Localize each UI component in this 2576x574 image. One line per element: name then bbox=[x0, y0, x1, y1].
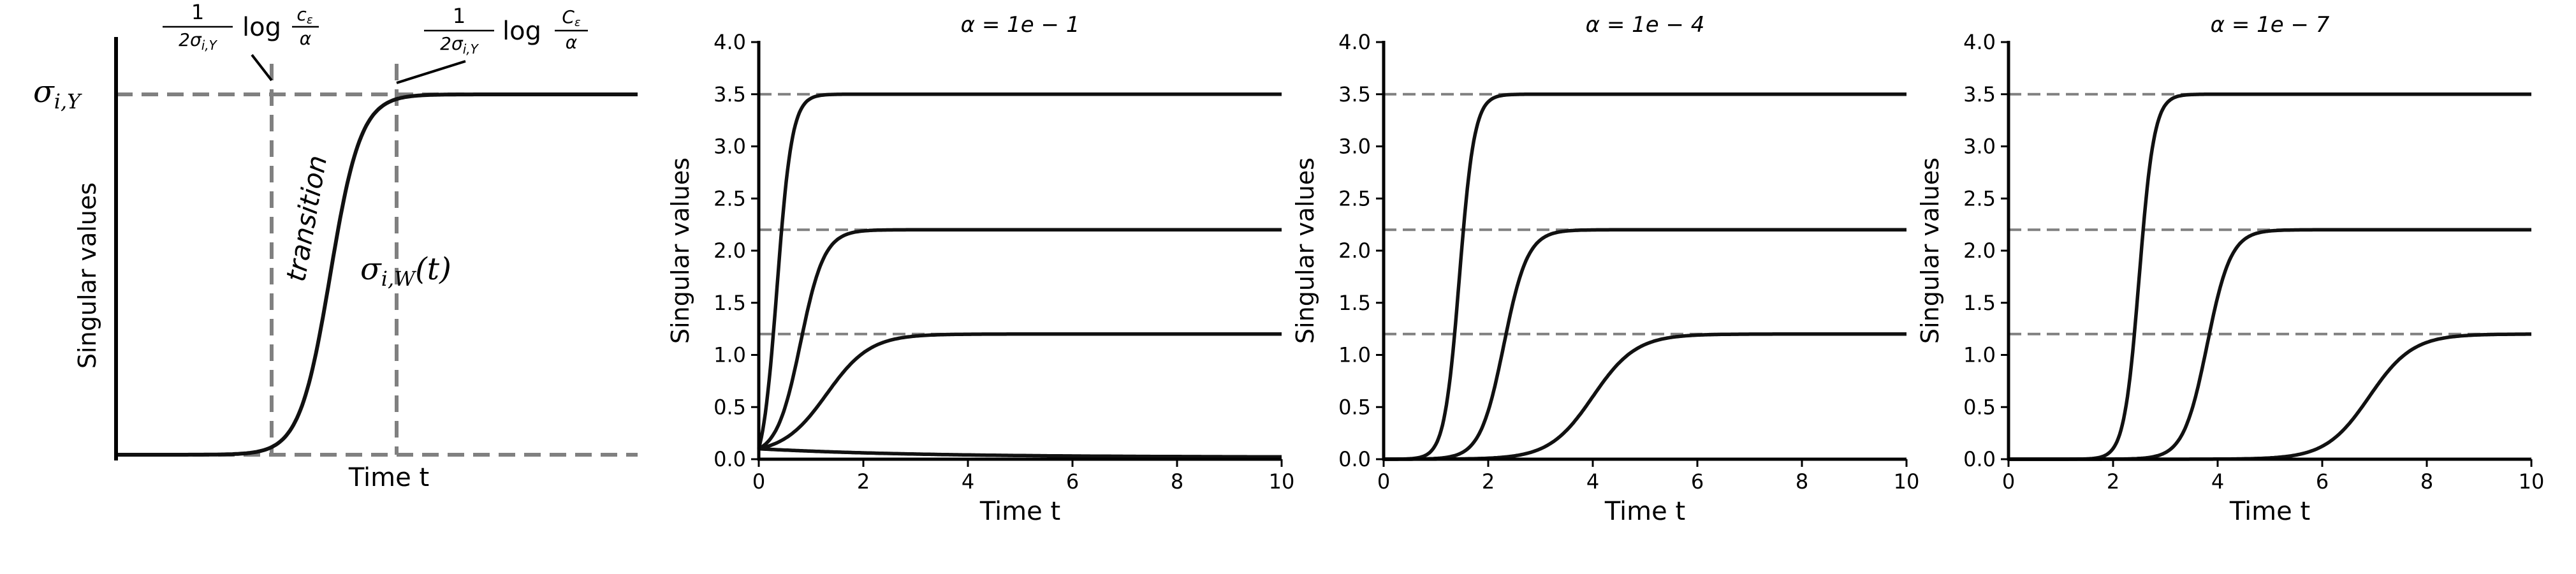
alpha-panel-2: α = 1e − 4 0 2 4 6 8 10 0.0 0.5 1.0 1.5 2.0 2.5 3.0 3.… bbox=[1291, 12, 1919, 526]
panel2-x-tick-label: 10 bbox=[1269, 469, 1295, 494]
panel4-curve-3 bbox=[2009, 332, 2531, 461]
panel4-y-tick-label: 4.0 bbox=[1963, 30, 1996, 54]
panel4-x-tick-label: 10 bbox=[2519, 469, 2545, 494]
panel4-title: α = 1e − 7 bbox=[2211, 12, 2330, 38]
right-leader-line bbox=[396, 60, 466, 84]
panel3-y-tick-label: 0.5 bbox=[1338, 395, 1371, 419]
panel4-y-tick-label: 0.0 bbox=[1963, 447, 1996, 471]
panel3-y-tick-label: 2.0 bbox=[1338, 239, 1371, 263]
panel3-y-tick-label: 3.5 bbox=[1338, 82, 1371, 107]
panel3-x-tick-label: 2 bbox=[1482, 469, 1495, 494]
panel4-y-tick-label: 2.0 bbox=[1963, 239, 1996, 263]
panel3-xlabel: Time t bbox=[1604, 497, 1685, 526]
panel2-x-tick-label: 6 bbox=[1066, 469, 1079, 494]
panel2-curve-3 bbox=[758, 332, 1282, 451]
svg-text:2σi,Y: 2σi,Y bbox=[179, 29, 217, 53]
svg-text:cε: cε bbox=[296, 4, 312, 27]
panel4-x-tick-label: 4 bbox=[2211, 469, 2224, 494]
panel2-title: α = 1e − 1 bbox=[961, 12, 1080, 38]
panel3-curve-1 bbox=[1384, 92, 1906, 461]
panel2-y-tick-label: 1.0 bbox=[714, 343, 746, 367]
panel2-x-tick-label: 4 bbox=[962, 469, 974, 494]
panel2-ylabel: Singular values bbox=[666, 158, 694, 344]
alpha-panel-1: α = 1e − 1 0 2 4 6 8 10 0.0 0.5 1.0 1.5 2.0 2.5 3.0 3.… bbox=[666, 12, 1294, 526]
panel4-y-tick-label: 0.5 bbox=[1963, 395, 1996, 419]
panel4-y-tick-label: 3.5 bbox=[1963, 82, 1996, 107]
panel3-x-tick-label: 6 bbox=[1691, 469, 1704, 494]
panel3-x-tick-label: 0 bbox=[1377, 469, 1390, 494]
panel2-curve-1 bbox=[757, 92, 1282, 450]
panel4-ylabel: Singular values bbox=[1916, 158, 1944, 344]
panel3-x-tick-label: 10 bbox=[1894, 469, 1920, 494]
panel2-y-tick-label: 0.5 bbox=[714, 395, 746, 419]
svg-text:log: log bbox=[502, 17, 541, 46]
panel2-xlabel: Time t bbox=[979, 497, 1060, 526]
panel3-y-tick-label: 2.5 bbox=[1338, 186, 1371, 210]
panel2-y-tick-label: 2.0 bbox=[714, 239, 746, 263]
schematic-panel: Singular values Time t σi,Y 1 2σi,Y log … bbox=[33, 0, 638, 492]
panel4-x-tick-label: 6 bbox=[2316, 469, 2329, 494]
left-leader-line bbox=[251, 54, 273, 82]
left-time-formula: 1 2σi,Y log cε α bbox=[163, 0, 319, 53]
panel4-x-tick-label: 0 bbox=[2002, 469, 2015, 494]
panel4-xlabel: Time t bbox=[2229, 497, 2310, 526]
svg-text:Cε: Cε bbox=[562, 6, 581, 29]
panel2-y-tick-label: 2.5 bbox=[714, 186, 746, 210]
panel2-y-tick-label: 1.5 bbox=[714, 291, 746, 315]
svg-text:log: log bbox=[242, 13, 281, 42]
transition-label: transition bbox=[280, 153, 333, 284]
panel2-y-tick-label: 3.0 bbox=[714, 135, 746, 159]
panel3-y-tick-label: 3.0 bbox=[1338, 135, 1371, 159]
panel3-curve-2 bbox=[1384, 228, 1906, 461]
svg-text:α: α bbox=[300, 28, 312, 49]
panel4-x-tick-label: 2 bbox=[2107, 469, 2119, 494]
panel3-y-tick-label: 4.0 bbox=[1338, 30, 1371, 54]
panel4-y-tick-label: 1.5 bbox=[1963, 291, 1996, 315]
panel4-y-tick-label: 1.0 bbox=[1963, 343, 1996, 367]
schematic-curve bbox=[116, 92, 638, 457]
panel3-ylabel: Singular values bbox=[1291, 158, 1319, 344]
panel3-y-tick-label: 1.0 bbox=[1338, 343, 1371, 367]
panel3-x-tick-label: 4 bbox=[1586, 469, 1599, 494]
panel3-y-tick-label: 1.5 bbox=[1338, 291, 1371, 315]
schematic-xlabel: Time t bbox=[348, 463, 429, 492]
panel4-curve-1 bbox=[2009, 92, 2531, 461]
panel3-title: α = 1e − 4 bbox=[1586, 12, 1705, 38]
panel3-x-tick-label: 8 bbox=[1796, 469, 1808, 494]
panel2-y-tick-label: 0.0 bbox=[714, 447, 746, 471]
panel2-curve-2 bbox=[757, 228, 1282, 451]
alpha-panel-3: α = 1e − 7 0 2 4 6 8 10 0.0 0.5 1.0 1.5 2.0 2.5 3.0 3.… bbox=[1916, 12, 2544, 526]
panel4-x-tick-label: 8 bbox=[2420, 469, 2433, 494]
panel4-y-tick-label: 3.0 bbox=[1963, 135, 1996, 159]
panel3-y-tick-label: 0.0 bbox=[1338, 447, 1371, 471]
schematic-ylabel: Singular values bbox=[73, 182, 101, 369]
svg-text:1: 1 bbox=[453, 4, 465, 28]
svg-text:α: α bbox=[566, 32, 578, 53]
panel3-curve-3 bbox=[1384, 332, 1906, 461]
panel4-y-tick-label: 2.5 bbox=[1963, 186, 1996, 210]
panel2-y-tick-label: 4.0 bbox=[714, 30, 746, 54]
panel2-y-tick-label: 3.5 bbox=[714, 82, 746, 107]
panel2-curve-4 bbox=[758, 446, 1282, 459]
panel2-x-tick-label: 2 bbox=[857, 469, 870, 494]
svg-text:2σi,Y: 2σi,Y bbox=[440, 33, 479, 57]
sigma-y-label: σi,Y bbox=[33, 74, 82, 114]
svg-text:1: 1 bbox=[191, 0, 204, 24]
sigma-w-label: σi,W(t) bbox=[360, 251, 451, 291]
right-time-formula: 1 2σi,Y log Cε α bbox=[424, 4, 588, 57]
panel2-x-tick-label: 8 bbox=[1171, 469, 1183, 494]
panel2-x-tick-label: 0 bbox=[752, 469, 765, 494]
panel4-curve-2 bbox=[2009, 228, 2531, 461]
